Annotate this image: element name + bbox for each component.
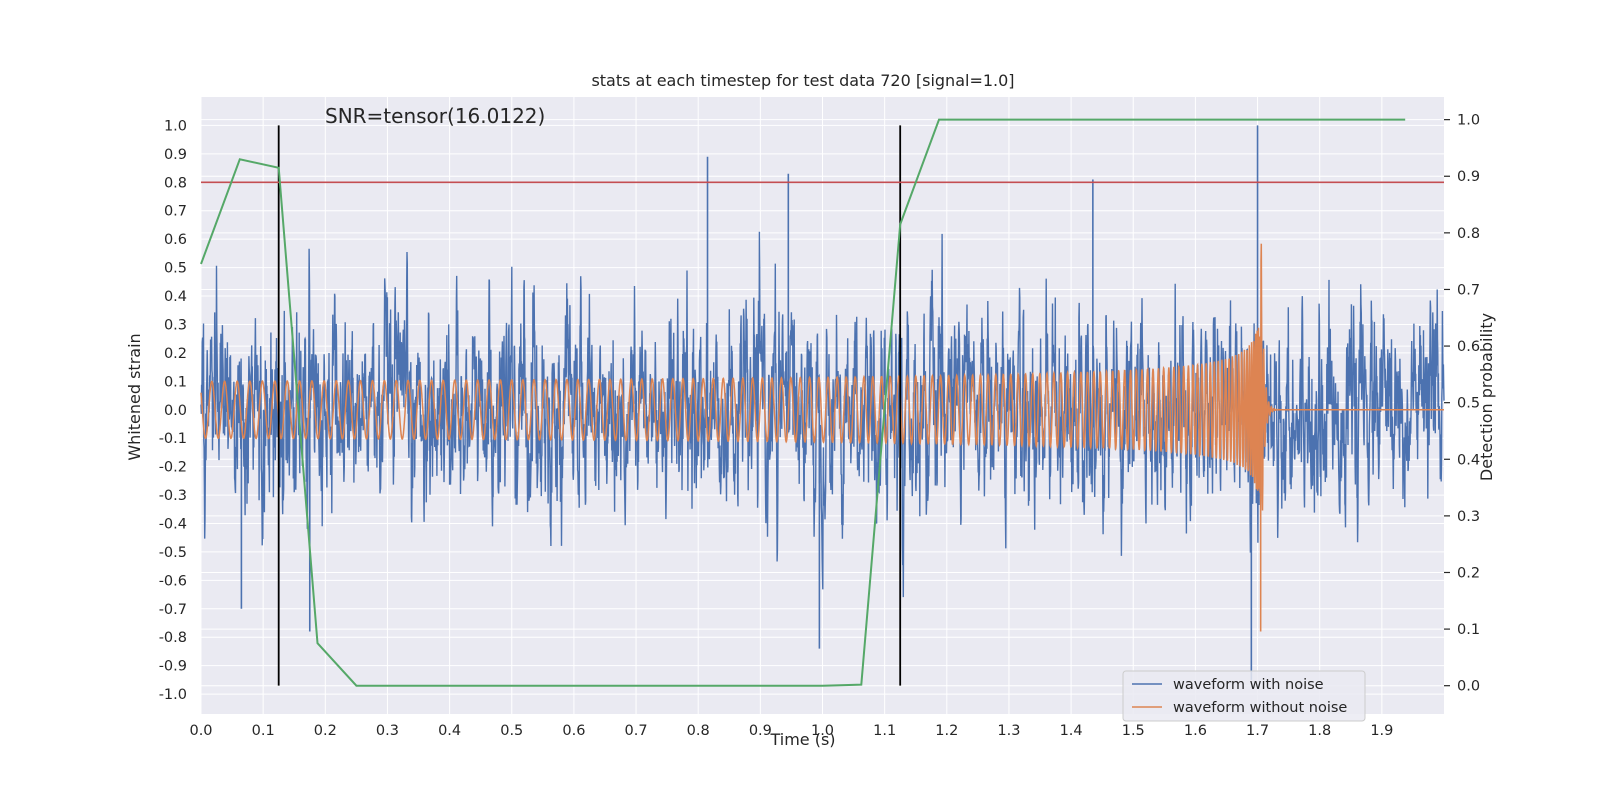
x-tick-label: 0.2 (314, 723, 337, 739)
y-tick-label: 0.0 (164, 403, 187, 419)
legend-box (1122, 670, 1366, 722)
y2-tick-label: 0.2 (1457, 565, 1480, 581)
x-tick-label: 1.8 (1308, 723, 1331, 739)
y-tick-label: 0.8 (164, 175, 187, 191)
x-tick-label: 0.9 (749, 723, 772, 739)
vertical-markers (277, 125, 902, 686)
legend-label-noise: waveform with noise (1173, 677, 1324, 693)
x-tick-label: 1.5 (1122, 723, 1145, 739)
x-tick-label: 0.0 (189, 723, 212, 739)
x-tick-label: 0.4 (438, 723, 461, 739)
y2-tick-label: 0.7 (1457, 282, 1480, 298)
y-tick-label: -0.4 (159, 516, 187, 532)
y2-tick-label: 0.3 (1457, 509, 1480, 525)
x-tick-label: 1.3 (997, 723, 1020, 739)
y-tick-label: 0.4 (164, 289, 187, 305)
x-tick-label: 0.3 (376, 723, 399, 739)
x-tick-label: 1.1 (873, 723, 896, 739)
probability-line (200, 118, 1406, 687)
y-tick-label: 0.6 (164, 232, 187, 248)
series-waveform-without-noise (200, 243, 1444, 632)
y-tick-label: 0.7 (164, 204, 187, 220)
series-detection-probability (200, 118, 1406, 687)
y2-tick-label: 0.5 (1457, 396, 1480, 412)
legend-label-clean: waveform without noise (1173, 700, 1347, 716)
y-tick-label: 0.9 (164, 147, 187, 163)
y2-tick-label: 0.8 (1457, 226, 1480, 242)
y-tick-label: -1.0 (159, 687, 187, 703)
x-tick-label: 1.4 (1060, 723, 1083, 739)
y-tick-label: -0.3 (159, 488, 187, 504)
y2-tick-label: 0.6 (1457, 339, 1480, 355)
x-tick-label: 1.2 (935, 723, 958, 739)
x-tick-label: 1.7 (1246, 723, 1269, 739)
y-tick-label: 0.1 (164, 374, 187, 390)
x-tick-label: 1.0 (811, 723, 834, 739)
y-tick-label: -0.7 (159, 602, 187, 618)
y-axis-label: Whitened strain (125, 333, 144, 460)
x-tick-label: 0.8 (687, 723, 710, 739)
x-tick-label: 1.6 (1184, 723, 1207, 739)
y-tick-label: 1.0 (164, 118, 187, 134)
snr-annotation: SNR=tensor(16.0122) (325, 104, 545, 128)
x-axis-ticks: 0.0 0.1 0.2 0.3 0.4 0.5 0.6 0.7 0.8 0.9 1.0 1.1 1.2 1… (189, 723, 1393, 739)
y-axis-ticks: 1.0 0.9 0.8 0.7 0.6 0.5 0.4 0.3 0.2 0.1 0.0 -0.1 -0.… (159, 118, 187, 703)
y-tick-label: 0.2 (164, 346, 187, 362)
y2-tick-label: 0.9 (1457, 169, 1480, 185)
x-tick-label: 0.7 (625, 723, 648, 739)
y2-axis-label: Detection probability (1477, 313, 1496, 481)
x-tick-label: 1.9 (1370, 723, 1393, 739)
y2-axis-ticks: 1.0 0.9 0.8 0.7 0.6 0.5 0.4 0.3 0.2 0.1 0.0 (1444, 113, 1480, 695)
legend: waveform with noise waveform without noi… (1122, 670, 1366, 722)
chirp-line (200, 243, 1444, 511)
y-tick-label: -0.5 (159, 545, 187, 561)
x-tick-label: 0.5 (500, 723, 523, 739)
y-tick-label: -0.9 (159, 659, 187, 675)
y-tick-label: 0.3 (164, 317, 187, 333)
y-tick-label: 0.5 (164, 261, 187, 277)
noise-line (200, 231, 1445, 598)
chart-title: stats at each timestep for test data 720… (591, 71, 1014, 90)
y2-tick-label: 0.1 (1457, 622, 1480, 638)
y2-tick-label: 0.0 (1457, 679, 1480, 695)
x-tick-label: 0.1 (252, 723, 275, 739)
x-axis-label: Time (s) (769, 730, 835, 749)
y-tick-label: -0.2 (159, 460, 187, 476)
y-tick-label: -0.1 (159, 431, 187, 447)
y2-tick-label: 1.0 (1457, 113, 1480, 129)
y-tick-label: -0.8 (159, 630, 187, 646)
y-tick-label: -0.6 (159, 573, 187, 589)
y2-tick-label: 0.4 (1457, 452, 1480, 468)
x-tick-label: 0.6 (562, 723, 585, 739)
